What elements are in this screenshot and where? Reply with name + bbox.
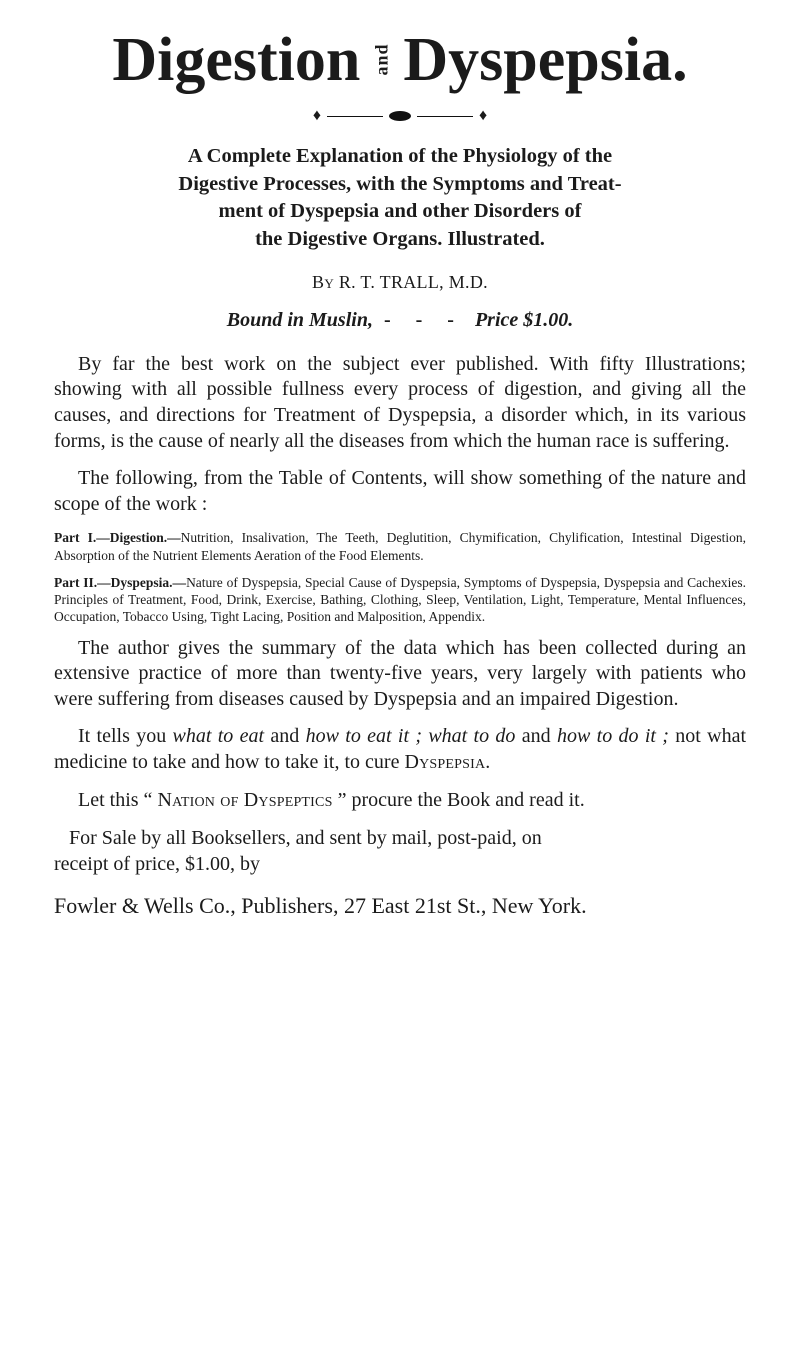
byline: By R. T. TRALL, M.D.: [54, 272, 746, 293]
ornamental-rule: ♦ ♦: [54, 107, 746, 125]
part-1-runin: Part I.—Digestion.—: [54, 530, 181, 545]
price-left: Bound in Muslin,: [227, 309, 373, 331]
price-right: Price $1.00.: [475, 309, 573, 331]
rule-line-left: [327, 116, 383, 117]
paragraph-intro: By far the best work on the subject ever…: [54, 352, 746, 454]
main-title: Digestion and Dyspepsia.: [112, 28, 687, 93]
title-block: Digestion and Dyspepsia.: [54, 28, 746, 93]
rule-dot-left: ♦: [313, 108, 321, 124]
price-dashes: - - -: [384, 309, 464, 331]
subtitle: A Complete Explanation of the Physiology…: [60, 143, 740, 254]
subtitle-line-4: the Digestive Organs. Illustrated.: [255, 228, 545, 250]
byline-name: R. T. TRALL, M.D.: [339, 272, 488, 292]
price-line: Bound in Muslin, - - - Price $1.00.: [54, 309, 746, 332]
subtitle-line-1: A Complete Explanation of the Physiology…: [188, 145, 612, 167]
rule-center: [389, 111, 411, 121]
subtitle-line-3: ment of Dyspepsia and other Disorders of: [219, 200, 582, 222]
paragraph-letthis: Let this “ Nation of Dyspeptics ” procur…: [54, 788, 746, 814]
title-word-2: Dyspepsia.: [403, 26, 687, 94]
title-and: and: [372, 44, 391, 76]
title-word-1: Digestion: [112, 26, 360, 94]
part-2-runin: Part II.—Dyspepsia.—: [54, 575, 186, 590]
part-2-block: Part II.—Dyspepsia.—Nature of Dyspepsia,…: [54, 574, 746, 626]
paragraph-tells: It tells you what to eat and how to eat …: [54, 724, 746, 775]
paragraph-following: The following, from the Table of Content…: [54, 466, 746, 517]
order-lines: For Sale by all Booksellers, and sent by…: [54, 825, 746, 877]
rule-line-right: [417, 116, 473, 117]
part-1-block: Part I.—Digestion.—Nutrition, Insalivati…: [54, 529, 746, 564]
byline-by: By: [312, 272, 334, 292]
order-line-1: For Sale by all Booksellers, and sent by…: [69, 827, 542, 849]
rule-dot-right: ♦: [479, 108, 487, 124]
order-line-2: receipt of price, $1.00, by: [54, 853, 260, 875]
subtitle-line-2: Digestive Processes, with the Symptoms a…: [178, 173, 621, 195]
publisher-line: Fowler & Wells Co., Publishers, 27 East …: [54, 891, 746, 921]
paragraph-author: The author gives the summary of the data…: [54, 636, 746, 713]
